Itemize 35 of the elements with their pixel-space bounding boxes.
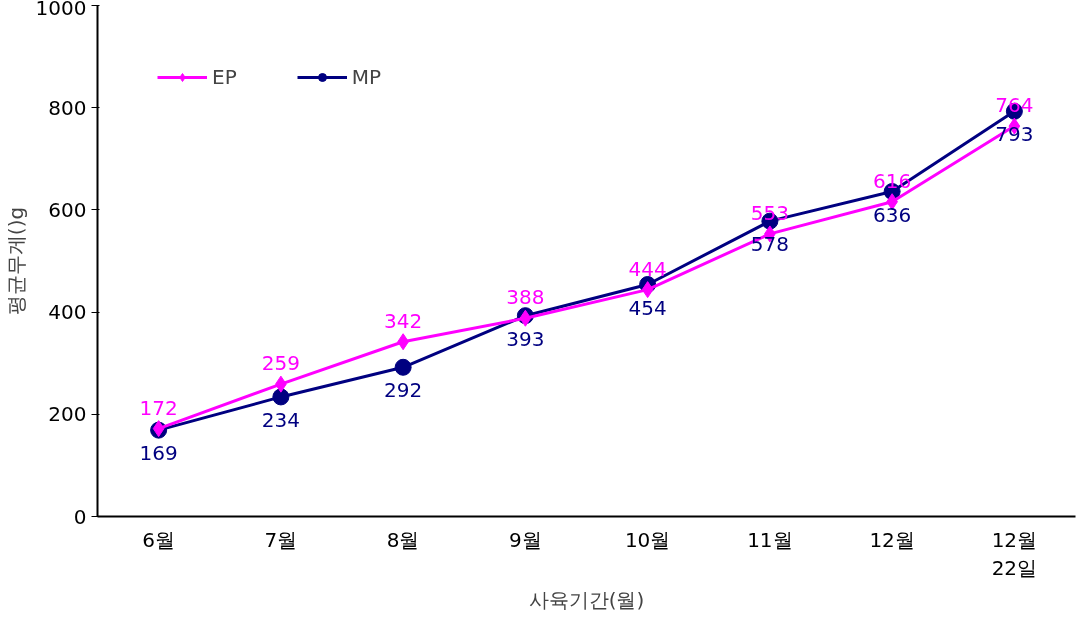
data-label: 764 — [995, 93, 1034, 118]
point — [641, 281, 654, 299]
x-tick-label: 12월 22일 — [991, 527, 1038, 581]
x-tick-label: 7월 — [264, 527, 298, 552]
y-tick-label: 600 — [48, 197, 87, 222]
point — [272, 388, 290, 406]
y-tick-label: 1000 — [35, 0, 87, 20]
x-tick-label: 12월 — [869, 527, 915, 552]
data-label: 454 — [628, 295, 667, 320]
data-label: 393 — [506, 326, 545, 351]
point — [394, 358, 412, 376]
data-label: 793 — [995, 122, 1034, 147]
data-label: 342 — [384, 308, 423, 333]
x-tick-label: 8월 — [386, 527, 420, 552]
legend-label: MP — [351, 65, 382, 89]
legend-label: EP — [212, 65, 237, 89]
data-label: 172 — [139, 395, 178, 420]
x-tick-label: 11월 — [747, 527, 793, 552]
data-label: 169 — [139, 441, 178, 466]
y-tick-label: 0 — [73, 504, 87, 529]
data-label: 234 — [261, 407, 300, 432]
data-label: 578 — [750, 232, 789, 257]
data-label: 444 — [628, 256, 667, 281]
y-axis-title: 평균무게()g — [3, 206, 28, 316]
x-tick-label: 10월 — [624, 527, 671, 552]
data-label: 388 — [506, 285, 545, 310]
x-tick-label: 9월 — [509, 527, 542, 552]
data-label: 636 — [873, 202, 912, 227]
x-axis-title: 사육기간(월) — [528, 588, 645, 613]
data-label: 259 — [261, 351, 300, 376]
data-label: 292 — [384, 378, 423, 403]
y-tick-label: 400 — [48, 300, 87, 325]
x-tick-label: 6월 — [142, 527, 175, 552]
y-tick-label: 200 — [48, 402, 87, 427]
y-tick-label: 800 — [48, 95, 87, 120]
